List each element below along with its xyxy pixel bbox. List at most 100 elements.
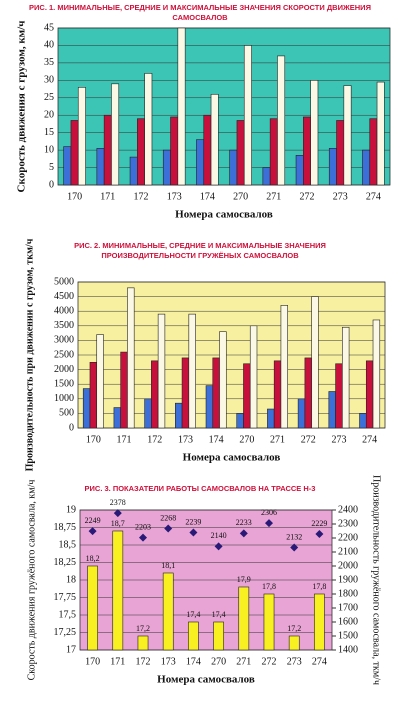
bar xyxy=(112,530,124,651)
y2-tick-label: 1500 xyxy=(338,630,358,641)
x-tick-label: 271 xyxy=(270,434,285,445)
data-label: 17,2 xyxy=(287,624,301,633)
bar xyxy=(170,116,179,186)
diamond-point xyxy=(290,543,299,552)
y2-axis-label: Производительность гружёного самосвала, … xyxy=(371,475,382,685)
y-tick-label: 1000 xyxy=(54,393,74,404)
y-tick-label: 18,25 xyxy=(54,557,77,568)
bar xyxy=(188,313,196,429)
bar xyxy=(277,55,286,186)
y2-tick-label: 1800 xyxy=(338,588,358,599)
bar xyxy=(359,413,367,429)
x-tick-label: 273 xyxy=(287,656,302,667)
data-label: 2249 xyxy=(85,516,101,525)
x-tick-label: 171 xyxy=(110,656,125,667)
bar xyxy=(243,45,252,186)
x-tick-label: 172 xyxy=(147,434,162,445)
bar xyxy=(335,363,343,429)
bar xyxy=(365,360,374,429)
bar xyxy=(111,83,120,186)
bar xyxy=(343,85,352,186)
diamond-point xyxy=(164,524,173,533)
bar xyxy=(328,148,337,186)
x-axis-label: Номера самосвалов xyxy=(157,674,255,686)
y2-tick-label: 1600 xyxy=(338,616,358,627)
data-label: 2229 xyxy=(311,519,327,528)
bar xyxy=(262,167,271,186)
bar xyxy=(269,118,278,186)
x-tick-label: 272 xyxy=(262,656,277,667)
bar xyxy=(144,73,153,186)
x-tick-label: 171 xyxy=(100,191,115,202)
data-label: 17,4 xyxy=(212,610,226,619)
data-label: 2306 xyxy=(261,508,277,517)
y2-tick-label: 2300 xyxy=(338,518,358,529)
data-label: 2132 xyxy=(286,532,302,541)
y-tick-label: 35 xyxy=(44,57,54,68)
bar xyxy=(263,593,275,651)
y2-tick-label: 2400 xyxy=(338,504,358,515)
bar xyxy=(96,148,105,186)
y-tick-label: 40 xyxy=(44,40,54,51)
bar xyxy=(304,357,312,429)
x-tick-label: 272 xyxy=(301,434,316,445)
y-tick-label: 18,5 xyxy=(59,539,77,550)
y2-tick-label: 1700 xyxy=(338,602,358,613)
x-tick-label: 270 xyxy=(211,656,226,667)
x-tick-label: 271 xyxy=(236,656,251,667)
y-tick-label: 15 xyxy=(44,127,54,138)
bar xyxy=(70,120,79,186)
bar xyxy=(342,326,350,429)
bar xyxy=(273,360,282,429)
x-tick-label: 274 xyxy=(366,191,381,202)
x-tick-label: 171 xyxy=(117,434,132,445)
y-tick-label: 3000 xyxy=(54,335,74,346)
bar xyxy=(89,361,98,429)
bar xyxy=(310,80,319,186)
x-tick-label: 271 xyxy=(266,191,281,202)
bar xyxy=(157,313,166,429)
diamond-point xyxy=(189,528,198,537)
bar xyxy=(314,593,325,651)
y-tick-label: 2000 xyxy=(54,364,74,375)
chart-title: РИС. 3. ПОКАЗАТЕЛИ РАБОТЫ САМОСВАЛОВ НА … xyxy=(84,484,316,493)
diamond-point xyxy=(88,527,97,536)
y-tick-label: 5000 xyxy=(54,276,74,287)
x-tick-label: 174 xyxy=(186,656,201,667)
bar xyxy=(213,621,224,651)
y-tick-label: 18,75 xyxy=(54,522,77,533)
data-label: 2378 xyxy=(110,498,126,507)
bar xyxy=(63,146,72,186)
chart-title: РИС. 1. МИНИМАЛЬНЫЕ, СРЕДНИЕ И МАКСИМАЛЬ… xyxy=(29,3,371,22)
bar xyxy=(336,120,345,186)
y-tick-label: 4500 xyxy=(54,291,74,302)
bar xyxy=(372,319,381,429)
y-tick-label: 17,5 xyxy=(59,609,77,620)
bar xyxy=(311,296,319,429)
x-tick-label: 172 xyxy=(134,191,149,202)
x-tick-label: 273 xyxy=(331,434,346,445)
x-axis-label: Номера самосвалов xyxy=(175,209,273,221)
x-tick-label: 174 xyxy=(200,191,215,202)
bar xyxy=(120,351,128,429)
y-axis-label: Скорость движения гружёного самосвала, к… xyxy=(26,480,37,681)
bar xyxy=(219,331,227,429)
x-tick-label: 174 xyxy=(209,434,224,445)
y-tick-label: 2500 xyxy=(54,349,74,360)
bar xyxy=(162,572,174,651)
data-label: 18,1 xyxy=(161,561,175,570)
bar xyxy=(236,120,245,186)
y-tick-label: 10 xyxy=(44,144,54,155)
bar xyxy=(362,149,371,186)
y-tick-label: 17 xyxy=(66,644,76,655)
y-tick-label: 19 xyxy=(66,504,76,515)
bar xyxy=(203,114,212,186)
bar xyxy=(288,635,300,651)
bar xyxy=(177,27,186,186)
bar xyxy=(229,149,238,186)
data-label: 18,2 xyxy=(86,554,100,563)
y2-tick-label: 1900 xyxy=(338,574,358,585)
x-tick-label: 173 xyxy=(161,656,176,667)
